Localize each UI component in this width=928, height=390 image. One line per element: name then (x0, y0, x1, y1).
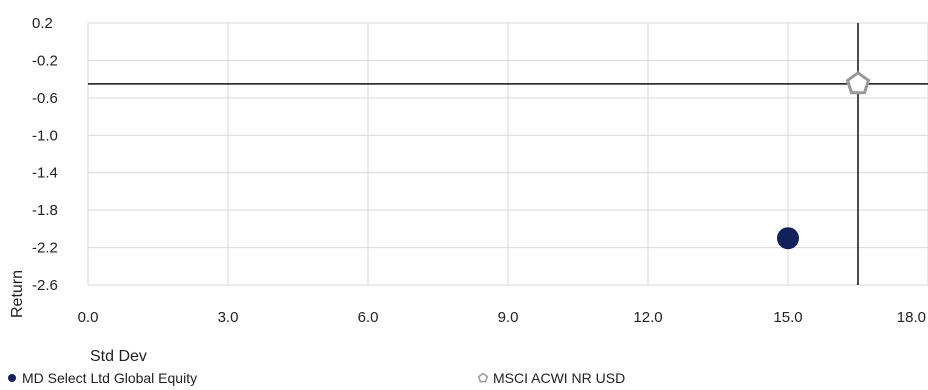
x-tick-label: 18.0 (897, 309, 926, 326)
x-tick-label: 9.0 (498, 309, 519, 326)
legend-marker-pentagon-icon (477, 372, 489, 383)
y-tick-label: -1.0 (32, 127, 58, 144)
x-tick-label: 12.0 (633, 309, 662, 326)
legend-label: MSCI ACWI NR USD (493, 370, 625, 386)
x-tick-label: 6.0 (358, 309, 379, 326)
legend-marker-circle-icon (8, 374, 16, 382)
reference-lines (88, 23, 928, 285)
y-tick-label: -1.4 (32, 165, 58, 182)
tick-labels: 0.2 -0.2 -0.6 -1.0 -1.4 -1.8 -2.2 -2.6 0.0 3.0 6.0… (32, 15, 926, 326)
x-tick-label: 3.0 (218, 309, 239, 326)
y-tick-label: -0.2 (32, 52, 58, 69)
y-axis-title: Return (9, 270, 26, 318)
grid-layer (87, 22, 928, 286)
x-tick-label: 15.0 (773, 309, 802, 326)
y-tick-label: 0.2 (32, 15, 53, 32)
y-tick-label: -1.8 (32, 202, 58, 219)
data-point-md-select (777, 227, 799, 250)
data-points (777, 70, 871, 250)
y-tick-label: -0.6 (32, 90, 58, 107)
data-point-msci-acwi (845, 70, 871, 95)
legend-label: MD Select Ltd Global Equity (22, 370, 197, 386)
legend: MD Select Ltd Global Equity MSCI ACWI NR … (8, 370, 625, 386)
y-tick-label: -2.2 (32, 240, 58, 257)
y-tick-label: -2.6 (32, 277, 58, 294)
x-axis-title: Std Dev (90, 348, 147, 365)
x-tick-label: 0.0 (78, 309, 99, 326)
